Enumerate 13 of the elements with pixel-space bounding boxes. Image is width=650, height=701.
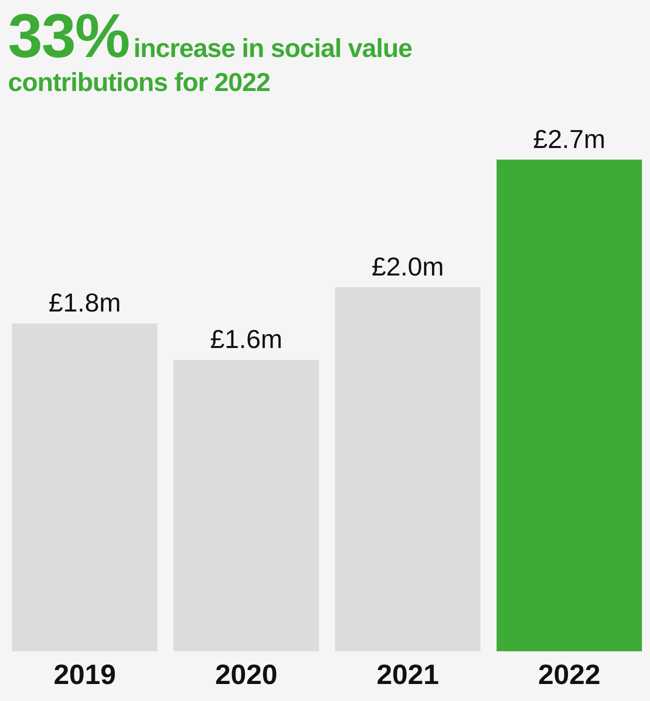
bar [12, 324, 158, 652]
data-label: £2.7m [533, 124, 606, 154]
chart-title: 33% [8, 2, 130, 71]
bar [335, 287, 480, 652]
data-label: £1.6m [210, 324, 282, 354]
x-tick-label: 2019 [54, 658, 116, 690]
x-tick-label: 2021 [376, 658, 439, 690]
x-tick-label: 2022 [538, 658, 600, 690]
x-tick-label: 2020 [215, 658, 278, 690]
bar [496, 160, 642, 652]
data-label: £1.8m [48, 288, 121, 318]
bar [174, 360, 319, 652]
data-label: £2.0m [372, 251, 444, 282]
